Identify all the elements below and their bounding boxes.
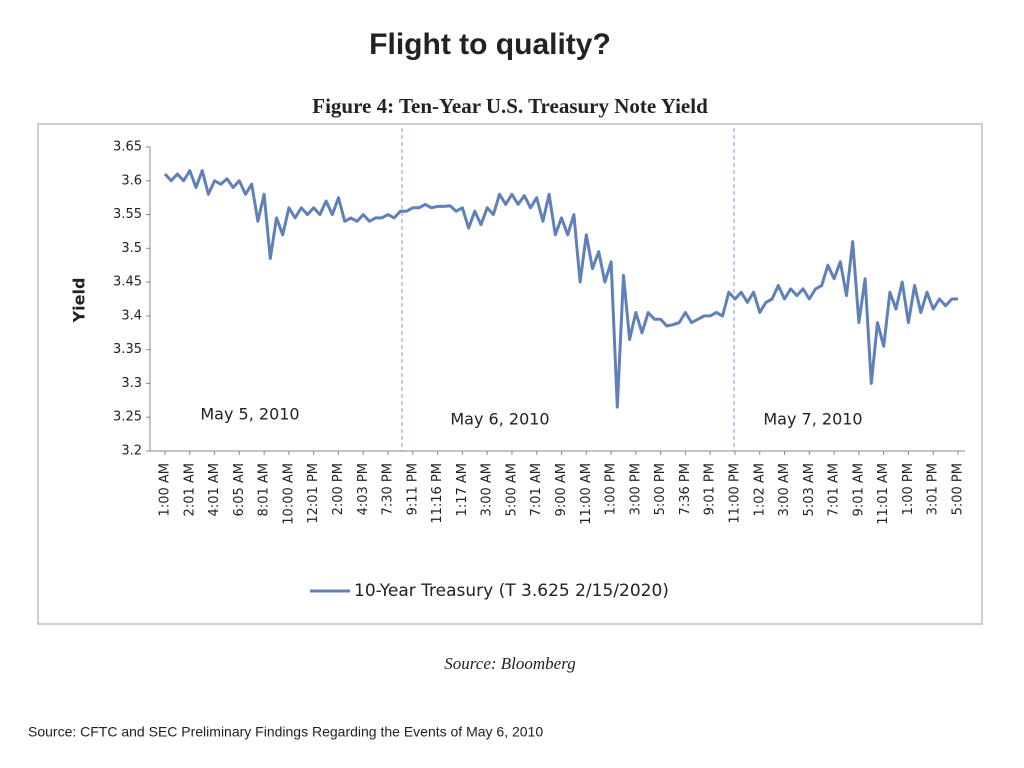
x-tick-label: 5:00 AM [504,463,519,516]
y-tick-label: 3.25 [113,410,142,425]
y-tick-label: 3.65 [113,140,142,155]
x-tick-label: 2:00 PM [331,463,346,515]
y-tick-label: 3.2 [121,444,142,459]
x-tick-label: 11:16 PM [430,463,445,524]
x-tick-label: 4:01 AM [207,463,222,516]
chart-title: Figure 4: Ten-Year U.S. Treasury Note Yi… [312,94,708,118]
x-tick-label: 9:11 PM [405,463,420,515]
y-tick-label: 3.5 [121,241,142,256]
x-tick-label: 11:00 PM [727,463,742,524]
x-tick-label: 9:01 AM [851,463,866,516]
y-tick-label: 3.6 [121,173,142,188]
slide-title: Flight to quality? [369,28,611,61]
legend-label: 10-Year Treasury (T 3.625 2/15/2020) [354,581,669,601]
y-tick-label: 3.4 [121,308,142,323]
x-tick-label: 5:03 AM [802,463,817,516]
day-label: May 5, 2010 [200,405,299,424]
x-tick-label: 6:05 AM [232,463,247,516]
x-tick-label: 9:00 AM [554,463,569,516]
x-tick-label: 10:00 AM [281,463,296,525]
y-tick-label: 3.35 [113,342,142,357]
day-label: May 6, 2010 [450,410,549,429]
day-label: May 7, 2010 [763,410,862,429]
x-tick-label: 3:01 PM [926,463,941,515]
x-tick-label: 12:01 PM [306,463,321,524]
y-axis-label: Yield [70,278,89,324]
y-tick-label: 3.3 [121,376,142,391]
x-tick-label: 1:02 AM [752,463,767,516]
x-tick-label: 3:00 AM [777,463,792,516]
x-tick-label: 4:03 PM [356,463,371,515]
x-tick-label: 11:00 AM [579,463,594,525]
x-tick-label: 9:01 PM [703,463,718,515]
chart-source: Source: Bloomberg [444,654,575,673]
x-tick-label: 1:00 AM [158,463,173,516]
x-tick-label: 1:00 PM [901,463,916,515]
x-tick-label: 1:17 AM [455,463,470,516]
x-tick-label: 5:00 PM [653,463,668,515]
x-tick-label: 5:00 PM [951,463,966,515]
x-tick-label: 3:00 PM [628,463,643,515]
series-line [163,169,958,409]
x-tick-label: 7:01 AM [827,463,842,516]
y-tick-label: 3.45 [113,275,142,290]
x-tick-label: 8:01 AM [257,463,272,516]
x-tick-label: 2:01 AM [182,463,197,516]
x-tick-label: 1:00 PM [604,463,619,515]
x-tick-label: 7:36 PM [678,463,693,515]
x-tick-label: 7:30 PM [381,463,396,515]
x-tick-label: 3:00 AM [480,463,495,516]
chart-frame [37,123,983,625]
x-tick-label: 7:01 AM [529,463,544,516]
x-tick-label: 11:01 AM [876,463,891,525]
footnote: Source: CFTC and SEC Preliminary Finding… [28,724,543,740]
y-tick-label: 3.55 [113,207,142,222]
